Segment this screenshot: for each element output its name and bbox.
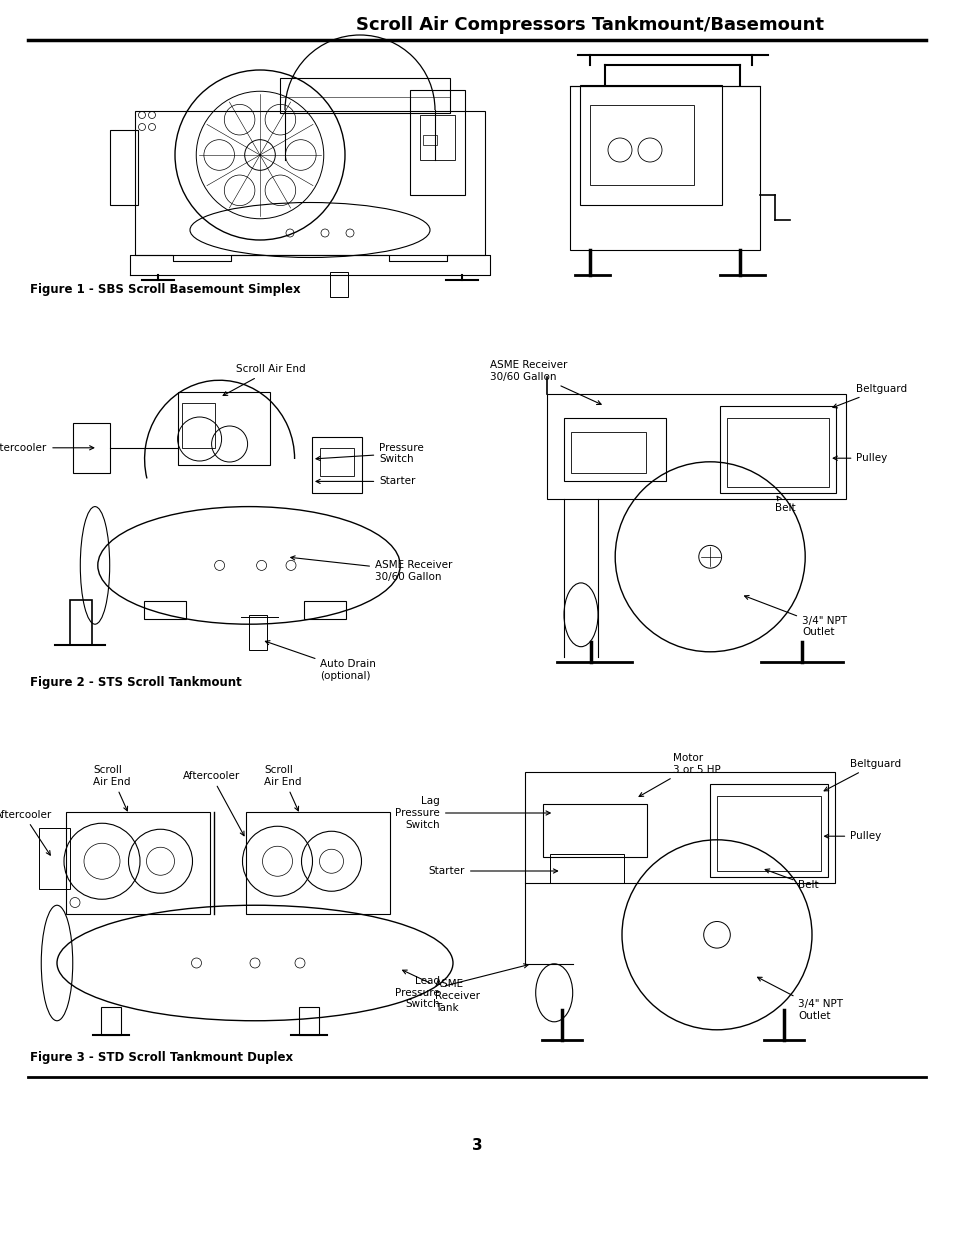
Bar	[135, 111, 484, 254]
Text: ASME
Receiver
Tank: ASME Receiver Tank	[402, 971, 479, 1013]
Bar	[330, 272, 348, 296]
Bar	[66, 811, 210, 914]
Bar	[70, 600, 91, 645]
Bar	[569, 86, 760, 249]
Text: 3/4" NPT
Outlet: 3/4" NPT Outlet	[757, 977, 842, 1021]
Text: Beltguard: Beltguard	[832, 384, 906, 408]
Text: Figure 3 - STD Scroll Tankmount Duplex: Figure 3 - STD Scroll Tankmount Duplex	[30, 1051, 293, 1065]
Bar	[312, 437, 362, 493]
Bar	[726, 417, 828, 487]
Bar	[546, 394, 845, 499]
Bar	[110, 130, 138, 205]
Text: ASME Receiver
30/60 Gallon: ASME Receiver 30/60 Gallon	[490, 361, 600, 405]
Text: Starter: Starter	[428, 866, 557, 876]
Bar	[709, 784, 827, 877]
Text: Scroll
Air End: Scroll Air End	[92, 766, 131, 811]
Bar	[524, 772, 835, 883]
Text: Scroll Air Compressors Tankmount/Basemount: Scroll Air Compressors Tankmount/Basemou…	[355, 16, 823, 35]
Bar	[570, 432, 645, 473]
Bar	[303, 601, 345, 619]
Bar	[410, 90, 464, 195]
Bar	[249, 615, 267, 650]
Text: Belt: Belt	[764, 869, 819, 890]
Text: Pressure
Switch: Pressure Switch	[315, 442, 423, 464]
Bar	[422, 135, 436, 144]
Bar	[419, 115, 455, 161]
Text: Lead
Pressure
Switch: Lead Pressure Switch	[395, 963, 528, 1009]
Bar	[72, 422, 111, 473]
Text: ASME Receiver
30/60 Gallon: ASME Receiver 30/60 Gallon	[291, 556, 452, 582]
Bar	[101, 1007, 121, 1035]
Bar	[182, 403, 215, 448]
Text: Figure 1 - SBS Scroll Basemount Simplex: Figure 1 - SBS Scroll Basemount Simplex	[30, 283, 300, 295]
Text: Beltguard: Beltguard	[823, 758, 901, 790]
Text: Scroll
Air End: Scroll Air End	[264, 766, 301, 811]
Bar	[177, 391, 270, 464]
Text: Aftercooler: Aftercooler	[183, 771, 244, 836]
Bar	[589, 105, 694, 185]
Bar	[563, 417, 665, 482]
Text: Pulley: Pulley	[832, 453, 886, 463]
Bar	[246, 811, 390, 914]
Bar	[542, 804, 646, 857]
Text: Starter: Starter	[315, 477, 416, 487]
Bar	[144, 601, 186, 619]
Bar	[39, 829, 71, 889]
Text: Pulley: Pulley	[823, 831, 881, 841]
Text: Figure 2 - STS Scroll Tankmount: Figure 2 - STS Scroll Tankmount	[30, 676, 241, 688]
Text: Motor
3 or 5 HP: Motor 3 or 5 HP	[639, 753, 720, 797]
Text: 3/4" NPT
Outlet: 3/4" NPT Outlet	[743, 595, 846, 637]
Text: Belt: Belt	[774, 496, 795, 513]
Text: Scroll Air End: Scroll Air End	[223, 364, 306, 395]
Bar	[717, 795, 820, 871]
Bar	[298, 1007, 318, 1035]
Text: 3: 3	[471, 1137, 482, 1152]
Bar	[579, 85, 721, 205]
Bar	[320, 448, 354, 475]
Bar	[720, 406, 835, 493]
Bar	[550, 853, 624, 883]
Text: Lag
Pressure
Switch: Lag Pressure Switch	[395, 797, 550, 830]
Text: Auto Drain
(optional): Auto Drain (optional)	[265, 641, 375, 680]
Bar	[280, 78, 450, 112]
Text: Aftercooler: Aftercooler	[0, 809, 52, 855]
Text: Aftercooler: Aftercooler	[0, 443, 93, 453]
